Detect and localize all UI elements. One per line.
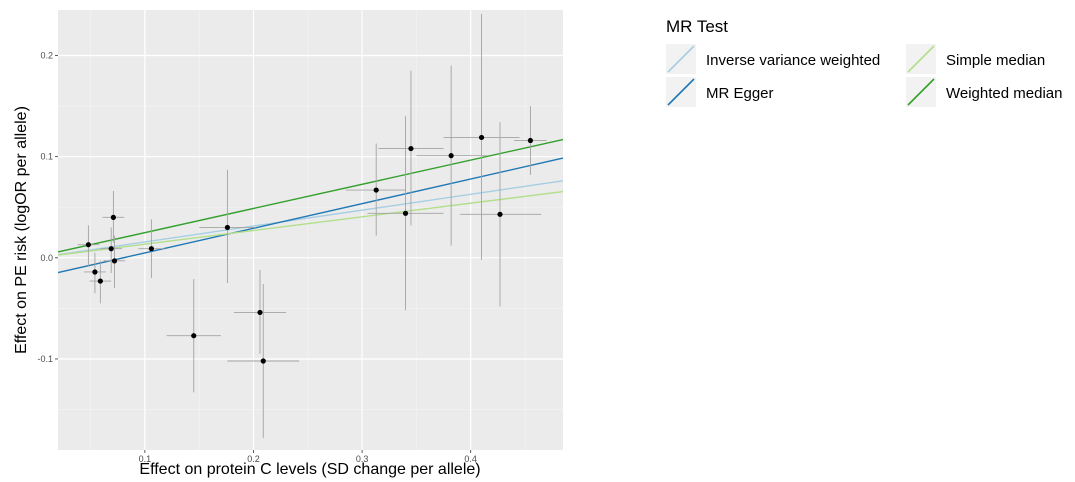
fit-line-0 bbox=[57, 180, 564, 256]
fit-line-2 bbox=[57, 190, 564, 256]
legend: MR Test Inverse variance weighted MR Egg… bbox=[666, 17, 1062, 107]
legend-entry-mr-egger: MR Egger bbox=[666, 77, 774, 107]
legend-label-simple-median: Simple median bbox=[946, 52, 1045, 69]
data-point bbox=[497, 211, 503, 217]
x-tick-label: 0.4 bbox=[464, 454, 477, 464]
data-point bbox=[224, 224, 231, 231]
x-tick-label: 0.3 bbox=[356, 454, 369, 464]
data-point bbox=[92, 269, 98, 275]
data-point bbox=[257, 309, 263, 316]
fit-line-1 bbox=[57, 157, 564, 274]
y-tick-label: 0.0 bbox=[40, 253, 53, 263]
legend-line-simple-median bbox=[907, 45, 935, 73]
legend-line-ivw bbox=[667, 45, 695, 73]
fit-line-3 bbox=[57, 138, 564, 253]
data-point bbox=[408, 145, 414, 152]
major-gridlines bbox=[58, 10, 563, 450]
legend-title: MR Test bbox=[666, 17, 728, 36]
x-tick-label: 0.2 bbox=[247, 454, 260, 464]
legend-label-ivw: Inverse variance weighted bbox=[706, 52, 880, 69]
data-point bbox=[110, 214, 116, 220]
data-point bbox=[191, 333, 197, 339]
y-axis-title: Effect on PE risk (logOR per allele) bbox=[13, 106, 30, 354]
data-point bbox=[97, 278, 103, 284]
x-axis-ticks: 0.1 0.2 0.3 0.4 bbox=[139, 450, 477, 464]
legend-label-weighted-median: Weighted median bbox=[946, 85, 1062, 102]
data-point bbox=[448, 153, 454, 159]
data-point bbox=[260, 358, 266, 364]
legend-entry-weighted-median: Weighted median bbox=[906, 77, 1062, 107]
y-tick-label: 0.2 bbox=[40, 51, 53, 61]
regression-lines bbox=[57, 138, 564, 274]
x-tick-label: 0.1 bbox=[139, 454, 152, 464]
legend-entry-simple-median: Simple median bbox=[906, 44, 1045, 74]
data-point bbox=[111, 258, 118, 264]
data-point bbox=[85, 242, 92, 248]
data-point bbox=[402, 210, 409, 216]
y-tick-label: -0.1 bbox=[37, 354, 53, 364]
legend-label-mr-egger: MR Egger bbox=[706, 85, 774, 102]
x-axis-title: Effect on protein C levels (SD change pe… bbox=[139, 461, 480, 478]
legend-line-mr-egger bbox=[667, 78, 695, 106]
data-point bbox=[373, 187, 379, 193]
legend-entry-ivw: Inverse variance weighted bbox=[666, 44, 880, 74]
y-tick-label: 0.1 bbox=[40, 152, 53, 162]
legend-line-weighted-median bbox=[907, 78, 935, 106]
plot-panel bbox=[58, 10, 563, 450]
data-point bbox=[527, 137, 534, 144]
y-axis-ticks: -0.1 0.0 0.1 0.2 bbox=[37, 51, 58, 364]
data-points bbox=[85, 134, 534, 364]
data-point bbox=[478, 134, 485, 141]
data-point bbox=[108, 246, 114, 252]
data-point bbox=[148, 246, 154, 252]
minor-gridlines bbox=[58, 10, 563, 450]
